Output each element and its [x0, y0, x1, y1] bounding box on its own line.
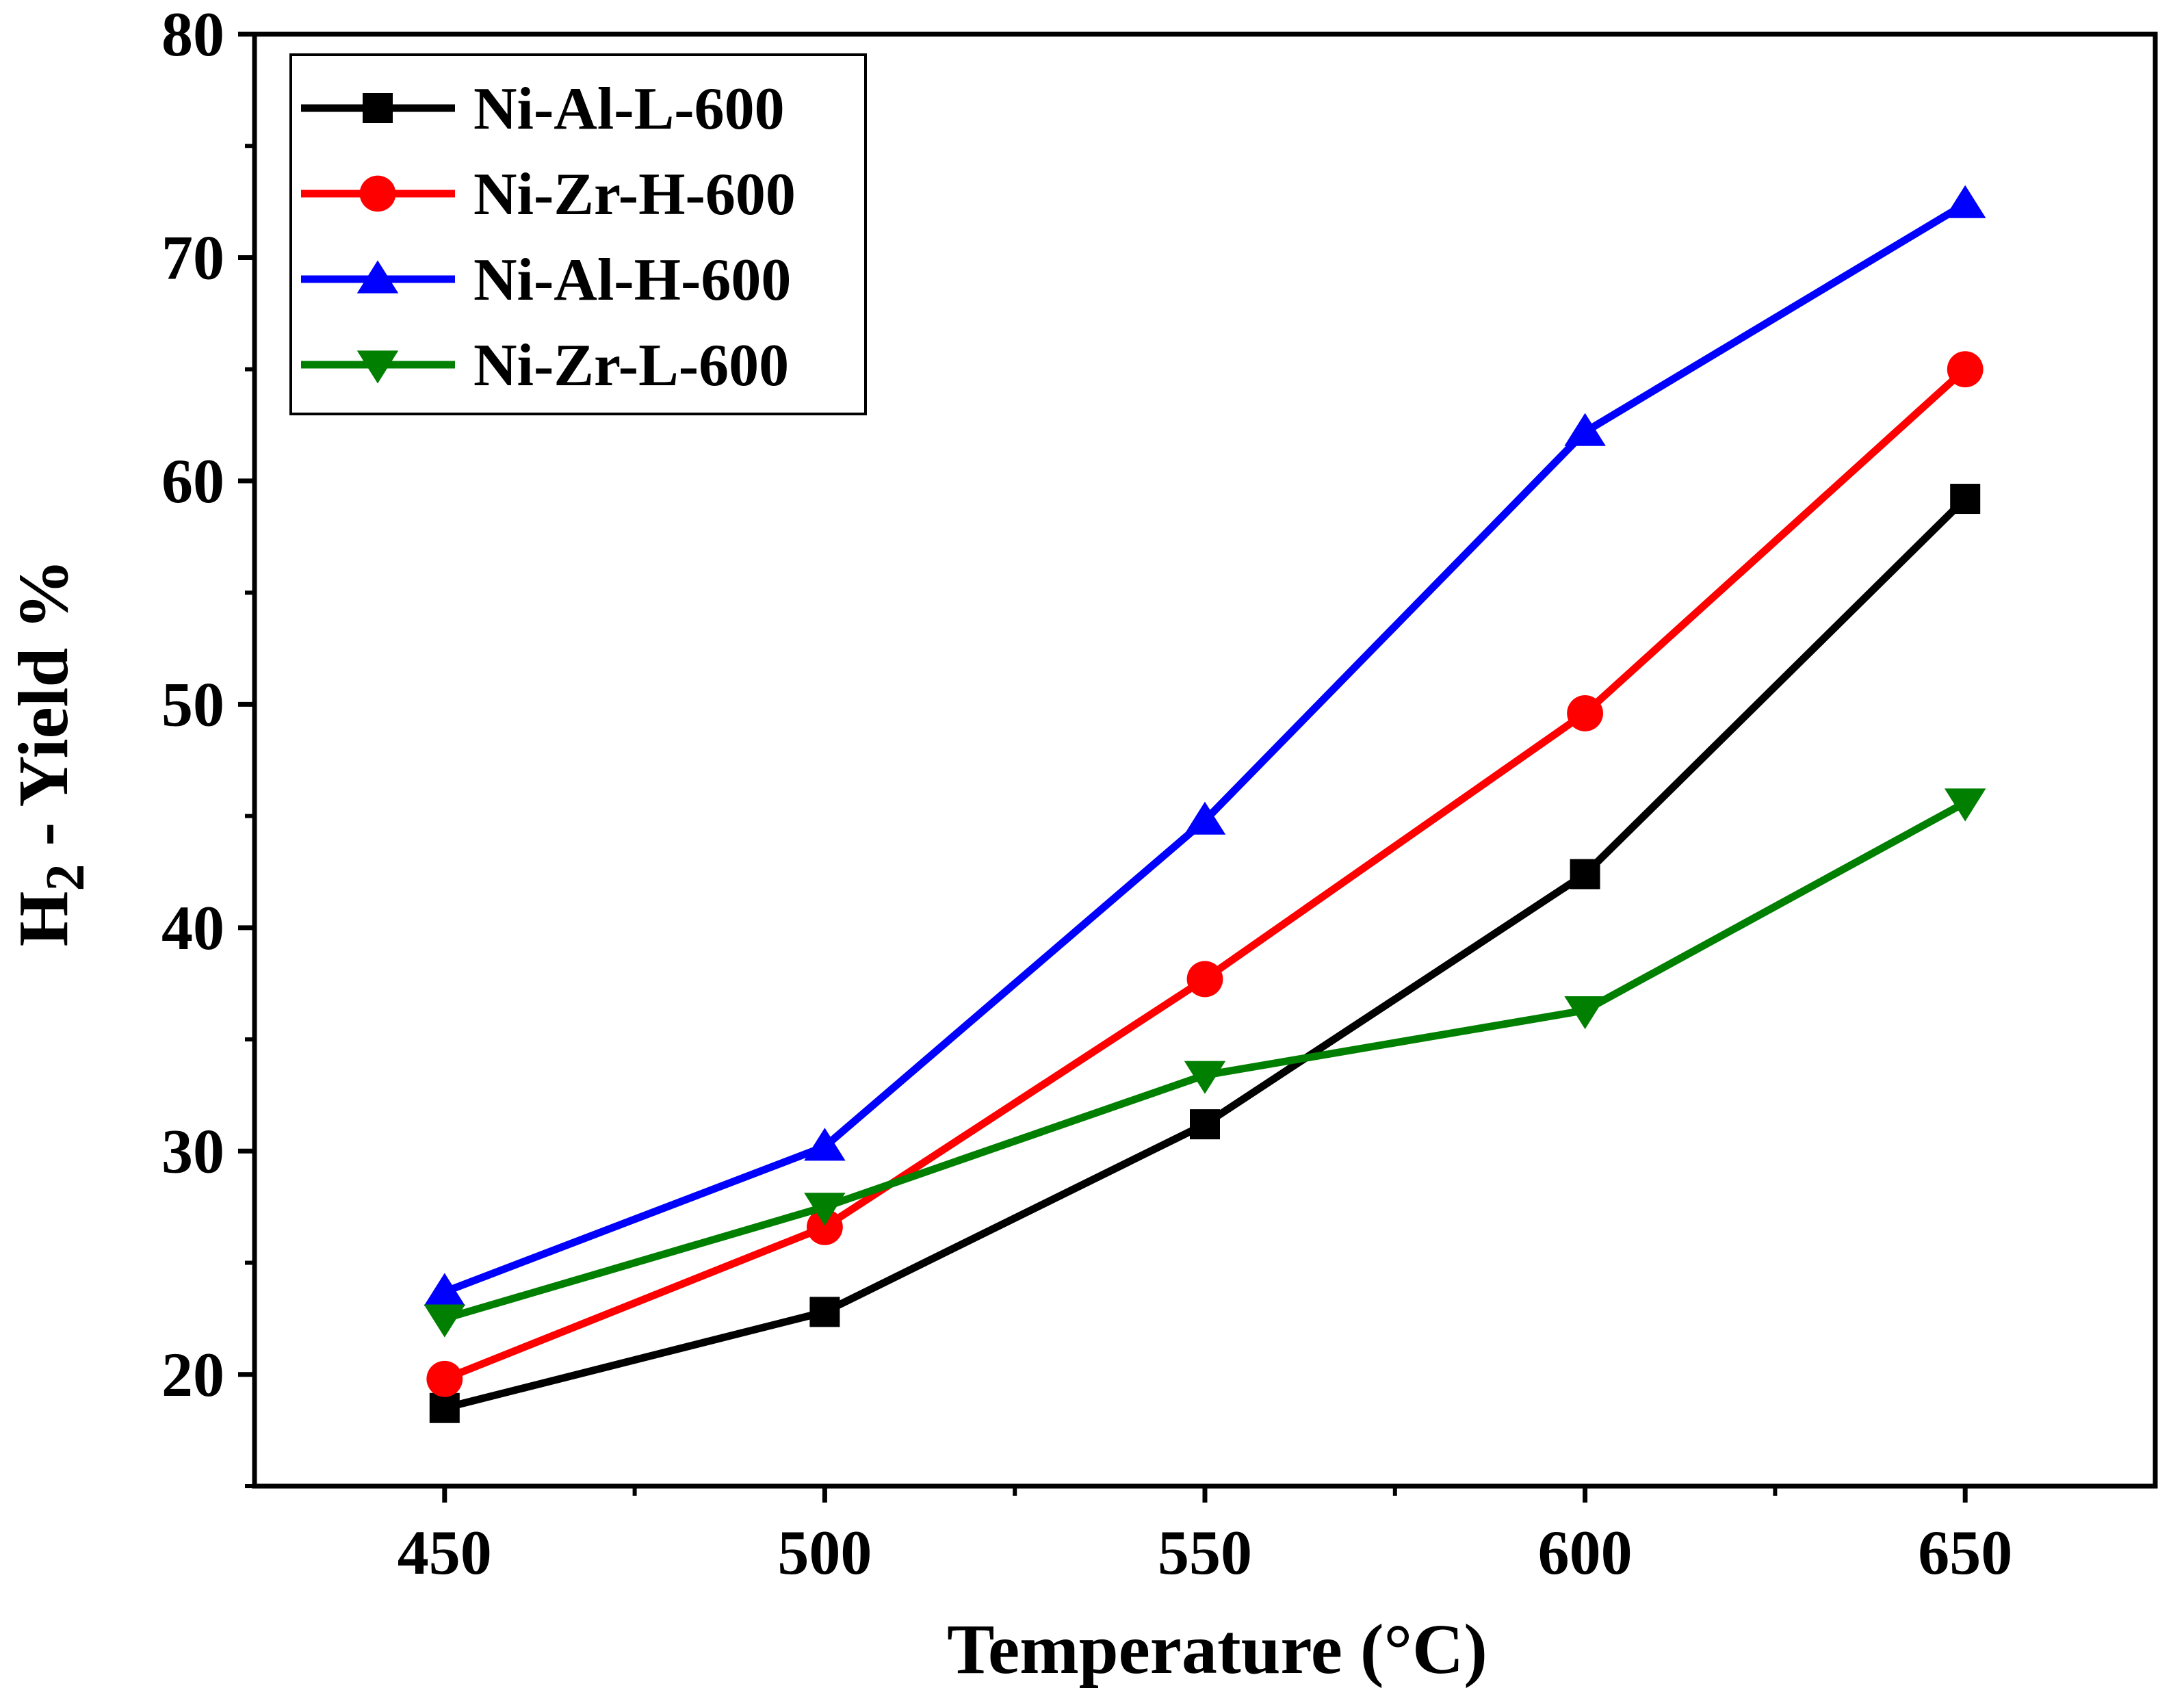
data-point: [807, 1208, 843, 1245]
data-point: [1564, 413, 1606, 446]
legend-item: Ni-Al-L-600: [301, 76, 785, 142]
legend: Ni-Al-L-600 Ni-Zr-H-600 Ni-Al-H-600 Ni-Zr-L…: [289, 53, 867, 415]
legend-label: Ni-Al-L-600: [473, 76, 785, 142]
y-tick-label: 70: [161, 222, 224, 292]
legend-marker: [363, 93, 393, 123]
data-point: [429, 1392, 460, 1423]
y-axis-title-rest: - Yield %: [4, 559, 83, 864]
data-point: [1186, 961, 1223, 998]
legend-item: Ni-Zr-L-600: [301, 333, 789, 399]
x-tick-label: 600: [1538, 1518, 1633, 1587]
legend-label: Ni-Zr-H-600: [473, 161, 796, 228]
series-ni-al-l-600: [429, 484, 1981, 1423]
y-tick-label: 80: [161, 0, 224, 69]
data-point: [1944, 788, 1986, 822]
series-ni-zr-l-600: [424, 788, 1986, 1338]
y-tick-label: 20: [161, 1340, 224, 1410]
series-ni-zr-h-600: [426, 351, 1984, 1397]
y-axis-title-main: H: [4, 891, 83, 946]
data-point: [804, 1128, 846, 1161]
legend-label: Ni-Zr-L-600: [473, 333, 789, 399]
data-point: [1184, 801, 1226, 835]
y-tick-label: 50: [161, 669, 224, 739]
y-tick-label: 60: [161, 446, 224, 516]
legend-item: Ni-Zr-H-600: [301, 161, 796, 228]
x-tick-label: 500: [777, 1518, 872, 1587]
data-point: [426, 1360, 463, 1397]
axes: 20 30 40 50 60 70 80 450 500 550 600 650: [161, 0, 2158, 1587]
data-point: [1184, 1061, 1226, 1094]
data-point: [1947, 351, 1984, 388]
series-layer: [424, 185, 1986, 1423]
series-line: [443, 799, 1967, 1323]
data-point: [809, 1297, 840, 1327]
data-point: [1944, 185, 1986, 218]
series-ni-al-h-600: [424, 185, 1986, 1306]
data-point: [1950, 484, 1981, 515]
data-point: [1564, 996, 1606, 1030]
y-axis-title: H2 - Yield %: [4, 559, 96, 947]
x-tick-label: 650: [1918, 1518, 2012, 1587]
legend-marker: [356, 260, 399, 294]
data-point: [424, 1304, 466, 1338]
data-point: [1567, 695, 1604, 731]
x-tick-label: 450: [398, 1518, 492, 1587]
y-tick-label: 30: [161, 1116, 224, 1186]
series-line: [443, 366, 1968, 1383]
data-point: [804, 1193, 846, 1226]
data-point: [424, 1273, 466, 1306]
x-tick-label: 550: [1158, 1518, 1252, 1587]
legend-marker: [356, 350, 399, 384]
y-tick-label: 40: [161, 893, 224, 963]
data-point: [1570, 859, 1600, 890]
x-axis-title: Temperature (°C): [947, 1610, 1487, 1689]
legend-item: Ni-Al-H-600: [301, 247, 791, 313]
legend-label: Ni-Al-H-600: [473, 247, 791, 313]
legend-marker: [359, 175, 396, 212]
data-point: [1190, 1109, 1220, 1140]
series-line: [443, 496, 1968, 1412]
y-axis-title-subscript: 2: [36, 864, 96, 891]
